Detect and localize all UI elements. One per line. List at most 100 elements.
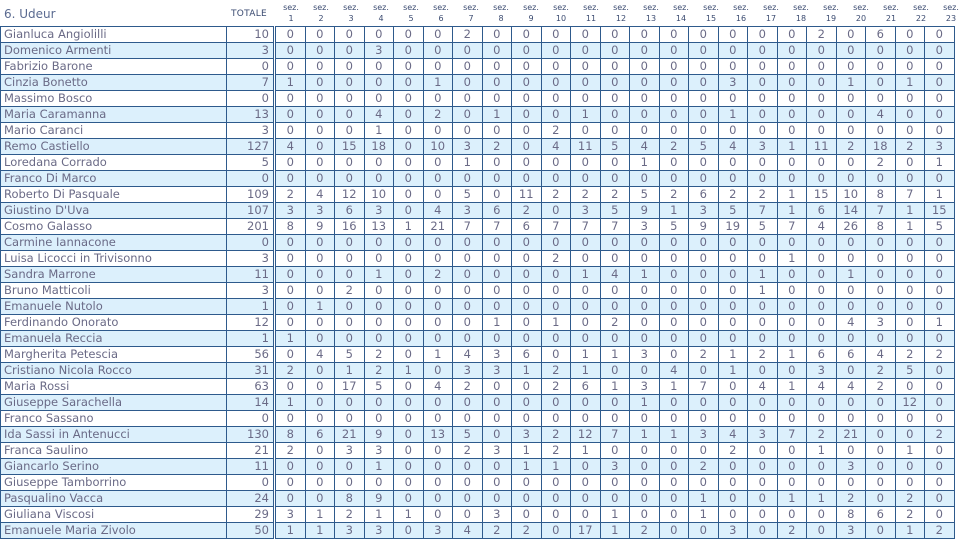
section-number: 13 bbox=[645, 14, 657, 23]
section-vote-cell: 0 bbox=[452, 122, 483, 139]
section-vote-cell: 0 bbox=[393, 426, 424, 443]
section-header-16: sez. 16 bbox=[726, 2, 756, 24]
section-vote-cell: 1 bbox=[393, 218, 424, 235]
section-vote-cell: 1 bbox=[776, 490, 807, 507]
section-vote-cell: 0 bbox=[747, 298, 778, 315]
section-vote-cell: 0 bbox=[806, 170, 837, 187]
section-vote-cell: 3 bbox=[629, 218, 660, 235]
table-row: Fabrizio Barone 0 bbox=[0, 58, 274, 75]
section-vote-cell: 0 bbox=[835, 90, 866, 107]
section-vote-cell: 0 bbox=[540, 58, 571, 75]
section-vote-cell: 0 bbox=[304, 90, 335, 107]
section-vote-cell: 0 bbox=[717, 474, 748, 491]
table-row: Bruno Matticoli 3 bbox=[0, 282, 274, 299]
section-vote-cell: 7 bbox=[481, 218, 512, 235]
section-vote-cell: 0 bbox=[304, 26, 335, 43]
section-vote-cell: 0 bbox=[658, 154, 689, 171]
section-vote-cell: 1 bbox=[570, 362, 601, 379]
section-vote-cell: 0 bbox=[511, 154, 542, 171]
section-vote-cell: 0 bbox=[629, 490, 660, 507]
section-vote-cell: 0 bbox=[334, 122, 365, 139]
section-vote-cell: 0 bbox=[658, 314, 689, 331]
section-vote-cell: 3 bbox=[481, 346, 512, 363]
section-vote-cell: 3 bbox=[275, 506, 306, 523]
section-vote-cell: 0 bbox=[688, 474, 719, 491]
section-vote-cell: 0 bbox=[924, 330, 955, 347]
candidate-name: Carmine Iannacone bbox=[0, 234, 227, 251]
section-vote-cell: 0 bbox=[304, 490, 335, 507]
section-vote-cell: 9 bbox=[363, 490, 394, 507]
section-vote-cell: 6 bbox=[688, 186, 719, 203]
section-vote-cell: 0 bbox=[363, 250, 394, 267]
section-vote-cell: 0 bbox=[275, 42, 306, 59]
section-vote-cell: 1 bbox=[629, 154, 660, 171]
section-vote-cell: 0 bbox=[629, 298, 660, 315]
section-vote-cell: 0 bbox=[393, 170, 424, 187]
section-vote-cell: 0 bbox=[540, 394, 571, 411]
section-vote-cell: 0 bbox=[275, 314, 306, 331]
section-number: 4 bbox=[378, 14, 384, 23]
section-vote-cell: 0 bbox=[334, 410, 365, 427]
section-vote-cell: 2 bbox=[924, 522, 955, 539]
section-vote-cell: 0 bbox=[717, 90, 748, 107]
section-prefix: sez. bbox=[373, 3, 389, 12]
section-vote-cell: 0 bbox=[924, 122, 955, 139]
section-vote-cell: 1 bbox=[363, 266, 394, 283]
section-vote-cell: 0 bbox=[481, 282, 512, 299]
section-vote-cell: 1 bbox=[570, 346, 601, 363]
section-vote-cell: 0 bbox=[511, 394, 542, 411]
section-vote-cell: 0 bbox=[599, 330, 630, 347]
section-vote-cell: 0 bbox=[688, 106, 719, 123]
section-vote-cell: 0 bbox=[747, 74, 778, 91]
section-vote-cell: 1 bbox=[570, 106, 601, 123]
section-vote-cell: 4 bbox=[540, 138, 571, 155]
section-vote-cell: 0 bbox=[304, 474, 335, 491]
section-vote-cell: 0 bbox=[776, 234, 807, 251]
section-vote-cell: 0 bbox=[275, 26, 306, 43]
section-number: 22 bbox=[915, 14, 927, 23]
section-vote-cell: 3 bbox=[363, 202, 394, 219]
section-vote-cell: 4 bbox=[452, 522, 483, 539]
section-vote-cell: 1 bbox=[511, 442, 542, 459]
table-row: Giuseppe Sarachella 14 bbox=[0, 394, 274, 411]
section-vote-cell: 5 bbox=[894, 362, 925, 379]
section-vote-cell: 0 bbox=[806, 298, 837, 315]
section-vote-cell: 1 bbox=[540, 458, 571, 475]
candidate-total: 29 bbox=[226, 506, 274, 523]
section-vote-cell: 0 bbox=[363, 330, 394, 347]
section-vote-cell: 0 bbox=[393, 202, 424, 219]
section-vote-cell: 9 bbox=[688, 218, 719, 235]
section-vote-cell: 0 bbox=[747, 250, 778, 267]
section-vote-cell: 0 bbox=[422, 490, 453, 507]
section-vote-cell: 0 bbox=[717, 410, 748, 427]
section-vote-cell: 5 bbox=[658, 218, 689, 235]
section-vote-cell: 1 bbox=[717, 362, 748, 379]
section-vote-cell: 0 bbox=[422, 410, 453, 427]
section-vote-cell: 2 bbox=[511, 522, 542, 539]
section-vote-cell: 0 bbox=[894, 330, 925, 347]
section-vote-cell: 1 bbox=[304, 506, 335, 523]
section-vote-cell: 0 bbox=[275, 266, 306, 283]
section-prefix: sez. bbox=[553, 3, 569, 12]
section-vote-cell: 0 bbox=[924, 26, 955, 43]
section-vote-cell: 5 bbox=[334, 346, 365, 363]
section-vote-cell: 9 bbox=[304, 218, 335, 235]
section-vote-cell: 2 bbox=[776, 522, 807, 539]
section-vote-cell: 0 bbox=[422, 58, 453, 75]
table-row: Franco Di Marco 0 bbox=[0, 170, 274, 187]
section-vote-cell: 1 bbox=[776, 202, 807, 219]
section-vote-cell: 0 bbox=[658, 122, 689, 139]
section-vote-cell: 1 bbox=[747, 282, 778, 299]
section-vote-cell: 1 bbox=[511, 458, 542, 475]
section-vote-cell: 0 bbox=[865, 410, 896, 427]
section-vote-cell: 0 bbox=[275, 298, 306, 315]
section-vote-cell: 0 bbox=[747, 234, 778, 251]
section-vote-cell: 0 bbox=[540, 202, 571, 219]
section-vote-cell: 3 bbox=[688, 202, 719, 219]
section-vote-cell: 0 bbox=[452, 474, 483, 491]
section-vote-cell: 0 bbox=[776, 74, 807, 91]
section-vote-cell: 0 bbox=[629, 506, 660, 523]
